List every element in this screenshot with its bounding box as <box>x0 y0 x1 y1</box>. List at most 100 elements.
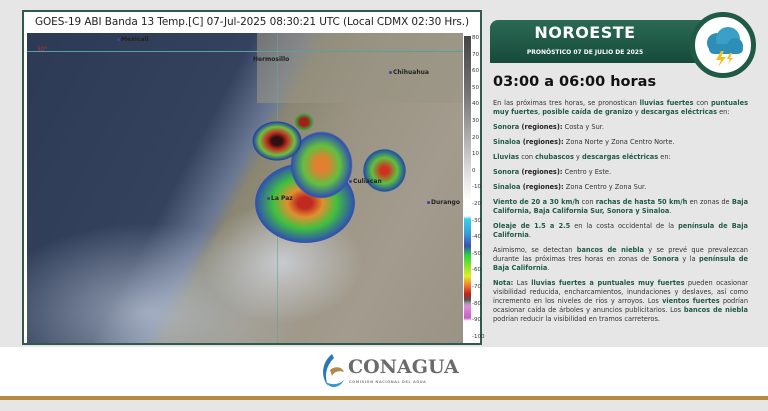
colorbar-tick: -50 <box>472 250 481 257</box>
text-segment: chubascos <box>535 153 574 161</box>
satellite-panel: GOES-19 ABI Banda 13 Temp.[C] 07-Jul-202… <box>22 10 485 345</box>
colorbar-tick: 60 <box>472 68 479 75</box>
text-segment: podrían reducir la visibilidad en tramos… <box>493 315 660 323</box>
forecast-date: PRONÓSTICO 07 DE JULIO DE 2025 <box>526 49 644 56</box>
temperature-colorbar <box>464 36 471 336</box>
city-label: Hermosillo <box>249 56 289 63</box>
colorbar-tick: -10 <box>472 184 481 191</box>
text-segment: (regiones): <box>522 138 564 146</box>
text-segment: . <box>669 207 672 215</box>
text-segment: , <box>538 108 543 116</box>
text-segment: Costa y Sur. <box>562 123 604 131</box>
text-segment: Zona Norte y Zona Centro Norte. <box>563 138 675 146</box>
text-segment: Sinaloa <box>493 138 523 146</box>
footer <box>0 347 768 396</box>
text-segment: en la costa occidental de la <box>570 222 679 230</box>
text-segment: Sonora <box>493 123 522 131</box>
colorbar-tick: -30 <box>472 217 481 224</box>
city-label: La Paz <box>267 195 293 202</box>
footer-divider <box>0 396 768 400</box>
colorbar-tick: -60 <box>472 267 481 274</box>
city-label: Mexicali <box>117 36 149 43</box>
text-segment: Baja California, Baja California Sur, So… <box>493 198 749 215</box>
text-segment: descargas eléctricas <box>640 108 717 116</box>
text-segment: En las próximas tres horas, se pronostic… <box>493 99 640 107</box>
text-segment: y se prevé que prevalezcan durante las p… <box>493 246 748 263</box>
forecast-paragraph: En las próximas tres horas, se pronostic… <box>493 99 748 117</box>
text-segment: Sonora <box>493 168 522 176</box>
text-segment: Asimismo, se detectan <box>493 246 577 254</box>
text-segment: Sinaloa <box>493 183 523 191</box>
text-segment: en zonas de <box>687 198 732 206</box>
conagua-logo-icon <box>323 354 344 388</box>
text-segment: (regiones): <box>521 168 563 176</box>
region-header: NOROESTE PRONÓSTICO 07 DE JULIO DE 2025 <box>490 20 705 63</box>
city-label: Chihuahua <box>389 69 429 76</box>
text-segment: lluvias fuertes a puntuales muy fuertes <box>531 279 685 287</box>
colorbar-tick: 20 <box>472 134 479 141</box>
colorbar-tick: 50 <box>472 84 479 91</box>
forecast-paragraph: Sinaloa (regiones): Zona Norte y Zona Ce… <box>493 138 748 147</box>
colorbar-tick: -20 <box>472 201 481 207</box>
text-segment: vientos fuertes <box>662 297 720 305</box>
city-label: Durango <box>427 199 460 206</box>
text-segment: península de Baja California <box>493 255 748 272</box>
colorbar-tick: 30 <box>472 118 479 124</box>
text-segment: en: <box>658 153 671 161</box>
conagua-logo: CONAGUA <box>348 356 459 378</box>
forecast-paragraph: Nota: Las lluvias fuertes a puntuales mu… <box>493 279 748 324</box>
storm-cloud-lightning-icon <box>690 12 756 78</box>
colorbar-tick: -70 <box>472 284 481 290</box>
conagua-logo-subtitle: COMISIÓN NACIONAL DEL AGUA <box>349 380 427 384</box>
colorbar-tick: 0 <box>472 167 476 174</box>
latitude-label: 30° <box>37 46 48 53</box>
colorbar-tick: -100 <box>472 333 485 340</box>
forecast-paragraph: Sonora (regiones): Centro y Este. <box>493 168 748 177</box>
colorbar-tick: -40 <box>472 234 481 241</box>
forecast-paragraph: Sonora (regiones): Costa y Sur. <box>493 123 748 132</box>
text-segment: Sonora <box>652 255 679 263</box>
forecast-paragraph: Lluvias con chubascos y descargas eléctr… <box>493 153 748 162</box>
city-label: Culiacan <box>349 178 382 185</box>
text-segment: (regiones): <box>522 183 564 191</box>
text-segment: y <box>632 108 641 116</box>
text-segment: (regiones): <box>521 123 563 131</box>
text-segment: Lluvias <box>493 153 520 161</box>
forecast-paragraph: Asimismo, se detectan bancos de niebla y… <box>493 246 748 273</box>
text-segment: bancos de niebla <box>683 306 748 314</box>
text-segment: Oleaje de 1.5 a 2.5 <box>493 222 571 230</box>
text-segment: en: <box>717 108 730 116</box>
forecast-text: En las próximas tres horas, se pronostic… <box>493 99 748 330</box>
text-segment: Centro y Este. <box>562 168 612 176</box>
colorbar-tick: 10 <box>472 151 479 158</box>
text-segment: posible caída de granizo <box>542 108 633 116</box>
text-segment: descargas eléctricas <box>582 153 659 161</box>
colorbar-tick: -90 <box>472 317 481 324</box>
forecast-paragraph: Sinaloa (regiones): Zona Centro y Zona S… <box>493 183 748 192</box>
text-segment: puntuales muy fuertes <box>493 99 748 116</box>
text-segment: y la <box>678 255 699 263</box>
satellite-title: GOES-19 ABI Banda 13 Temp.[C] 07-Jul-202… <box>34 16 470 28</box>
forecast-paragraph: Oleaje de 1.5 a 2.5 en la costa occident… <box>493 222 748 240</box>
text-segment: península de Baja California <box>493 222 748 239</box>
text-segment: . <box>528 231 531 239</box>
text-segment: con <box>693 99 711 107</box>
text-segment: pueden ocasionar visibilidad reducida, e… <box>493 279 749 305</box>
text-segment: con <box>579 198 596 206</box>
text-segment: Viento de 20 a 30 km/h <box>493 198 580 206</box>
forecast-hours: 03:00 a 06:00 horas <box>493 74 657 90</box>
forecast-paragraph: Viento de 20 a 30 km/h con rachas de has… <box>493 198 748 216</box>
storm-cell <box>362 148 407 193</box>
text-segment: con <box>519 153 536 161</box>
satellite-map: 30° Mexicali Hermosillo Chihuahua Culiac… <box>27 33 463 343</box>
colorbar-tick: 80 <box>472 35 479 41</box>
storm-cell <box>294 113 314 131</box>
text-segment: rachas de hasta 50 km/h <box>595 198 688 206</box>
colorbar-tick: -80 <box>472 300 481 307</box>
text-segment: lluvias fuertes <box>639 99 694 107</box>
text-segment: y <box>573 153 582 161</box>
colorbar-tick: 70 <box>472 51 479 58</box>
text-segment: podrían ocasionar caída de árboles y anu… <box>493 297 749 314</box>
text-segment: Zona Centro y Zona Sur. <box>563 183 647 191</box>
colorbar-tick: 40 <box>472 101 479 108</box>
